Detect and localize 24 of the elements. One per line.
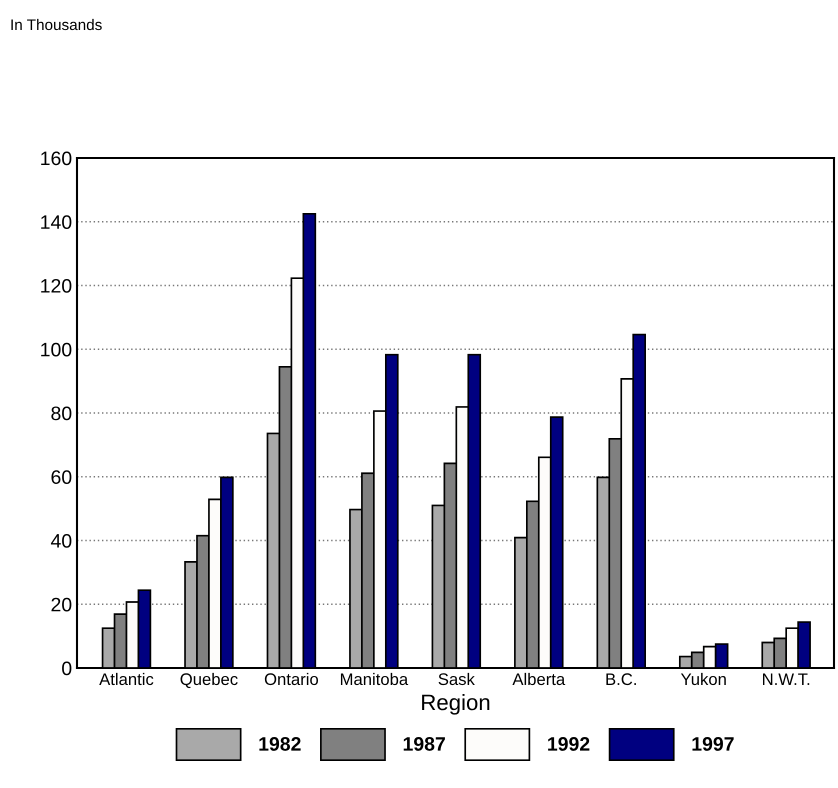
x-tick-label: Sask: [438, 672, 475, 686]
x-tick-label: B.C.: [606, 673, 636, 686]
x-axis-title: Region: [422, 694, 490, 715]
x-tick-label: Atlantic: [99, 672, 154, 686]
x-tick-label: Quebec: [180, 672, 238, 688]
y-tick-label: 20: [51, 598, 72, 612]
y-tick-label: 80: [51, 406, 72, 420]
text: In Thousands: [11, 18, 102, 30]
y-tick-label: 0: [62, 661, 72, 676]
legend-label: 1992: [548, 737, 590, 751]
y-tick-label: 40: [50, 534, 72, 548]
y-tick-label: 160: [41, 151, 72, 166]
x-tick-label: Alberta: [512, 672, 566, 686]
y-tick-label: 100: [41, 342, 72, 356]
y-tick-label: 140: [41, 215, 72, 229]
y-tick-label: 60: [52, 470, 72, 484]
x-tick-label: N.W.T.: [763, 673, 810, 685]
legend-label: 1982: [259, 737, 301, 751]
y-tick-label: 120: [41, 278, 72, 293]
x-tick-label: Manitoba: [340, 672, 408, 686]
x-tick-label: Yukon: [680, 672, 726, 686]
x-tick-label: Ontario: [264, 672, 318, 686]
legend-label: 1997: [692, 737, 734, 751]
legend-label: 1987: [404, 737, 445, 751]
